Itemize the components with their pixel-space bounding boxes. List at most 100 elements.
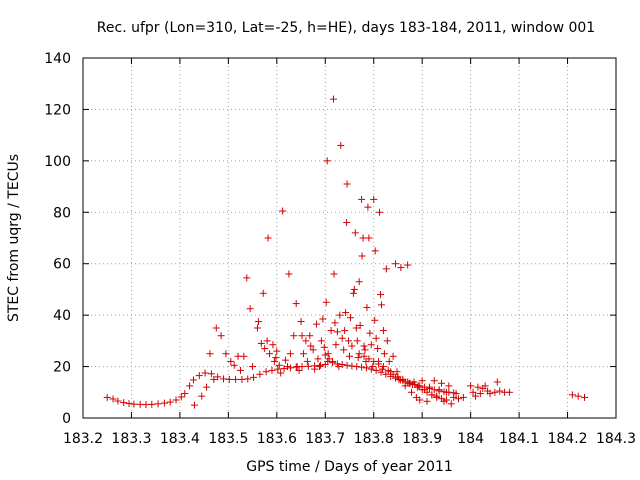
data-point	[279, 207, 287, 215]
data-point	[353, 363, 361, 371]
x-tick-label: 183.2	[63, 431, 103, 447]
y-tick-label: 20	[53, 360, 71, 376]
data-point	[438, 379, 446, 387]
data-point	[404, 378, 412, 386]
data-point	[471, 392, 479, 400]
data-point	[217, 332, 225, 340]
data-point	[418, 377, 426, 385]
data-point	[190, 401, 198, 409]
data-point	[493, 378, 501, 386]
data-point	[351, 229, 359, 237]
data-point	[336, 311, 344, 319]
data-point	[292, 363, 300, 371]
data-point	[361, 346, 369, 354]
data-point	[349, 289, 357, 297]
data-point	[389, 352, 397, 360]
data-point	[367, 365, 375, 373]
data-point	[330, 95, 338, 103]
data-point	[329, 359, 337, 367]
data-point	[366, 329, 374, 337]
data-point	[413, 383, 421, 391]
axis-ticks: 183.2 183.3 183.4 183.5 183.6 183.7 183.8 183.9…	[44, 51, 636, 447]
data-point	[186, 382, 194, 390]
data-point	[331, 319, 339, 327]
data-point	[360, 342, 368, 350]
data-point	[177, 393, 185, 401]
data-point	[505, 388, 513, 396]
data-point	[364, 203, 372, 211]
data-point	[298, 332, 306, 340]
data-point	[324, 350, 332, 358]
data-point	[246, 305, 254, 313]
data-point	[290, 332, 298, 340]
data-point	[355, 278, 363, 286]
data-point	[375, 360, 383, 368]
data-point	[292, 300, 300, 308]
y-tick-label: 80	[53, 205, 71, 221]
data-point	[389, 370, 397, 378]
data-point	[418, 386, 426, 394]
data-point	[385, 357, 393, 365]
data-point	[330, 270, 338, 278]
data-points	[103, 95, 589, 409]
data-point	[120, 399, 128, 407]
data-point	[314, 355, 322, 363]
data-point	[346, 352, 353, 360]
data-point	[249, 363, 257, 371]
data-point	[315, 363, 323, 371]
data-point	[343, 180, 351, 188]
data-point	[243, 274, 251, 282]
data-point	[428, 391, 436, 399]
data-point	[481, 382, 489, 390]
data-point	[367, 341, 375, 349]
data-point	[377, 301, 385, 309]
data-point	[379, 363, 387, 371]
data-point	[423, 397, 431, 405]
data-point	[227, 357, 235, 365]
data-point	[352, 324, 360, 332]
data-point	[313, 320, 321, 328]
data-point	[358, 195, 366, 203]
data-point	[416, 396, 424, 404]
data-point	[103, 393, 111, 401]
data-point	[374, 345, 382, 353]
x-tick-label: 183.7	[305, 431, 345, 447]
data-point	[333, 360, 341, 368]
data-point	[189, 376, 197, 384]
data-point	[299, 350, 307, 358]
data-point	[114, 397, 122, 405]
data-point	[236, 366, 244, 374]
x-tick-label: 184	[457, 431, 484, 447]
data-point	[327, 327, 335, 335]
data-point	[340, 346, 348, 354]
data-point	[363, 303, 371, 311]
data-point	[372, 334, 380, 342]
data-point	[238, 375, 246, 383]
data-point	[261, 345, 269, 353]
data-point	[474, 383, 482, 391]
data-point	[382, 265, 390, 273]
data-point	[425, 384, 433, 392]
x-tick-label: 183.3	[111, 431, 151, 447]
data-point	[338, 361, 346, 369]
data-point	[222, 350, 230, 358]
data-point	[303, 357, 311, 365]
data-point	[232, 375, 240, 383]
data-point	[380, 350, 388, 358]
data-point	[225, 375, 233, 383]
data-point	[486, 390, 494, 398]
data-point	[408, 381, 416, 389]
data-point	[469, 388, 477, 396]
data-point	[309, 346, 317, 354]
data-point	[201, 369, 209, 377]
data-point	[358, 363, 366, 371]
data-point	[346, 314, 354, 322]
data-point	[212, 324, 220, 332]
data-point	[348, 342, 356, 350]
data-point	[250, 373, 258, 381]
data-point	[476, 390, 484, 398]
data-point	[356, 321, 364, 329]
data-point	[445, 388, 453, 396]
data-point	[259, 289, 267, 297]
